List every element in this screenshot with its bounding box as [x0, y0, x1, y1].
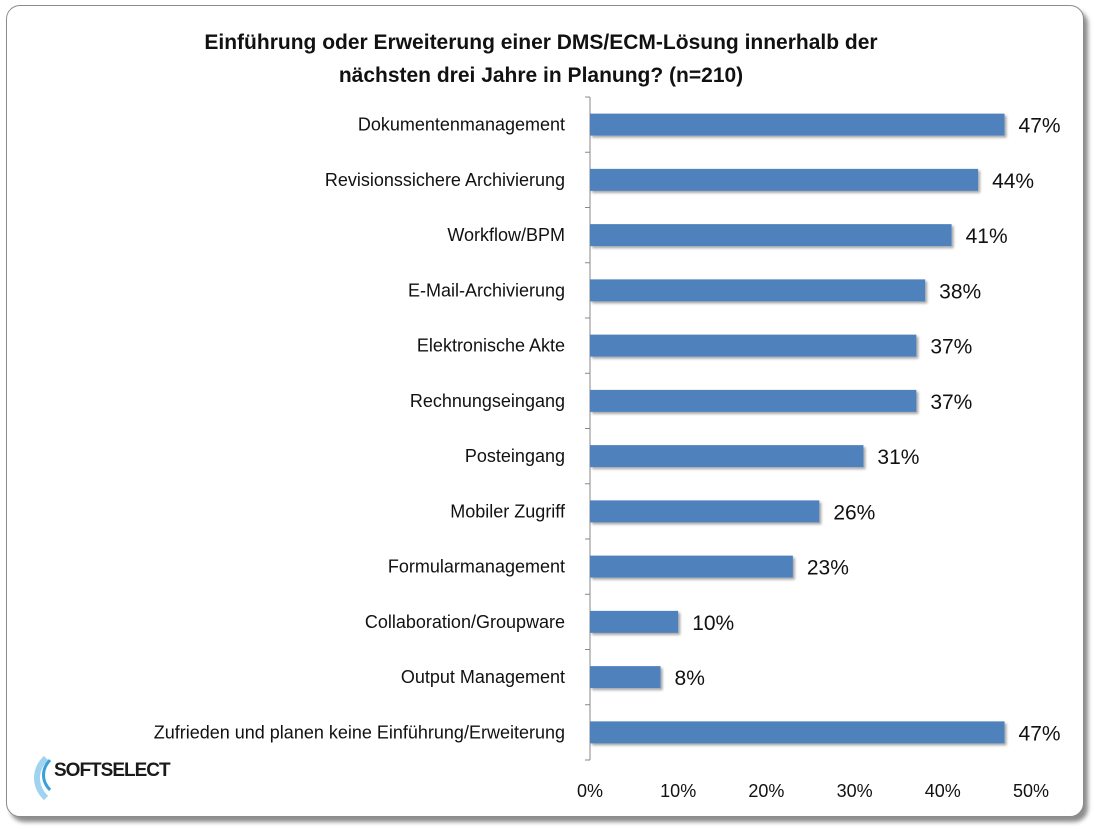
category-label: Formularmanagement [388, 557, 565, 577]
title-line-1: Einführung oder Erweiterung einer DMS/EC… [204, 31, 878, 54]
data-label: 47% [1019, 722, 1061, 745]
data-label: 23% [807, 557, 849, 580]
bar-2 [590, 168, 979, 191]
logo-text: SOFTSELECT [54, 760, 171, 781]
data-label: 38% [939, 280, 981, 303]
bar-9 [590, 555, 793, 578]
category-label: Collaboration/Groupware [365, 612, 565, 632]
bar-5 [590, 334, 917, 357]
data-label: 8% [675, 667, 705, 690]
category-label: Revisionssichere Archivierung [325, 170, 565, 190]
bar-8 [590, 500, 820, 523]
bar-7 [590, 445, 864, 468]
data-label: 10% [692, 612, 734, 635]
category-label: Rechnungseingang [410, 391, 565, 411]
bar-10 [590, 610, 679, 633]
category-label: Posteingang [465, 446, 565, 466]
data-label: 41% [966, 225, 1008, 248]
data-label: 31% [877, 446, 919, 469]
softselect-logo: SOFTSELECT [34, 742, 174, 810]
category-label: Output Management [401, 667, 565, 687]
data-label: 37% [930, 336, 972, 359]
bar-12 [590, 721, 1005, 744]
x-tick-label: 20% [748, 781, 784, 801]
bar-4 [590, 279, 926, 302]
x-tick-label: 40% [925, 781, 961, 801]
title-line-2: nächsten drei Jahre in Planung? (n=210) [338, 64, 744, 87]
bar-1 [590, 113, 1005, 136]
bar-11 [590, 666, 661, 689]
data-label: 44% [992, 170, 1034, 193]
data-label: 26% [833, 501, 875, 524]
category-label: E-Mail-Archivierung [408, 280, 565, 300]
x-tick-label: 50% [1013, 781, 1049, 801]
data-label: 47% [1019, 115, 1061, 138]
category-label: Workflow/BPM [447, 225, 565, 245]
category-label: Mobiler Zugriff [450, 501, 566, 521]
x-tick-label: 30% [837, 781, 873, 801]
data-label: 37% [930, 391, 972, 414]
x-tick-label: 0% [577, 781, 603, 801]
category-label: Zufrieden und planen keine Einführung/Er… [154, 722, 565, 742]
chart-title: Einführung oder Erweiterung einer DMS/EC… [0, 26, 1082, 92]
x-tick-label: 10% [660, 781, 696, 801]
bar-6 [590, 389, 917, 412]
category-label: Dokumentenmanagement [358, 115, 565, 135]
bar-3 [590, 224, 952, 247]
category-label: Elektronische Akte [417, 336, 565, 356]
